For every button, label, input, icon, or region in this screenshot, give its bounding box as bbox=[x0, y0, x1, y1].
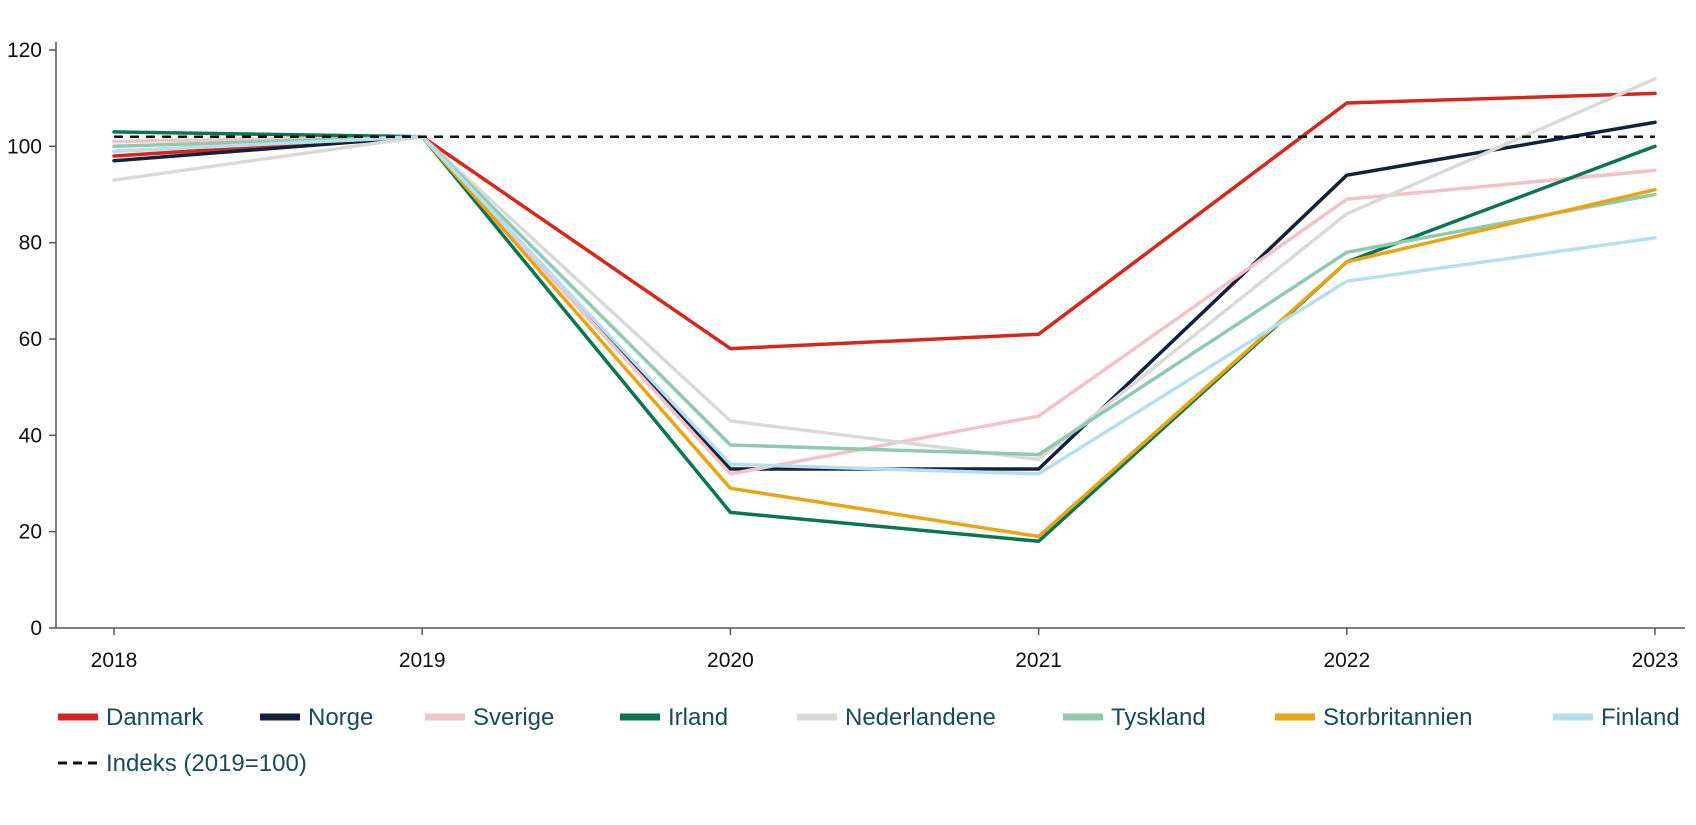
legend-label: Finland bbox=[1601, 704, 1680, 731]
axes: 0 20 40 60 80 100 120 2018 2019 2020 2021 2022 2023 bbox=[7, 39, 1685, 672]
legend-item-norge: Norge bbox=[260, 704, 373, 731]
legend-label: Nederlandene bbox=[845, 704, 996, 731]
legend-label: Irland bbox=[668, 704, 728, 731]
series-line-storbritannien bbox=[112, 134, 1657, 539]
series-line-norge bbox=[112, 120, 1657, 471]
y-tick-label: 0 bbox=[30, 617, 42, 640]
legend-item-finland: Finland bbox=[1553, 704, 1680, 731]
legend-item-indeks-2019-100: Indeks (2019=100) bbox=[58, 750, 307, 777]
legend-item-nederlandene: Nederlandene bbox=[797, 704, 996, 731]
legend-label: Sverige bbox=[473, 704, 554, 731]
x-tick-label: 2023 bbox=[1632, 649, 1679, 672]
legend-item-tyskland: Tyskland bbox=[1063, 704, 1206, 731]
y-tick-label: 120 bbox=[7, 39, 42, 62]
legend-item-storbritannien: Storbritannien bbox=[1275, 704, 1472, 731]
legend-label: Storbritannien bbox=[1323, 704, 1472, 731]
x-tick-label: 2022 bbox=[1323, 649, 1370, 672]
y-tick-label: 80 bbox=[19, 232, 42, 255]
y-tick-label: 40 bbox=[19, 424, 42, 447]
series-line-sverige bbox=[112, 134, 1657, 476]
legend-label: Danmark bbox=[106, 704, 204, 731]
x-tick-label: 2020 bbox=[707, 649, 754, 672]
series-line-finland bbox=[112, 134, 1657, 476]
legend-item-sverige: Sverige bbox=[425, 704, 554, 731]
series-line-tyskland bbox=[112, 134, 1657, 457]
legend: Danmark Norge Sverige Irland Nederlandene Tys… bbox=[58, 704, 1680, 777]
x-tick-label: 2021 bbox=[1015, 649, 1062, 672]
series-line-danmark bbox=[112, 91, 1657, 351]
legend-label: Tyskland bbox=[1111, 704, 1206, 731]
x-tick-label: 2019 bbox=[399, 649, 446, 672]
legend-label: Indeks (2019=100) bbox=[106, 750, 307, 777]
legend-item-irland: Irland bbox=[620, 704, 728, 731]
legend-label: Norge bbox=[308, 704, 373, 731]
series-line-nederlandene bbox=[112, 77, 1657, 462]
y-tick-label: 20 bbox=[19, 521, 42, 544]
x-tick-label: 2018 bbox=[91, 649, 138, 672]
y-tick-label: 60 bbox=[19, 328, 42, 351]
series-layer bbox=[112, 77, 1657, 544]
legend-item-danmark: Danmark bbox=[58, 704, 204, 731]
y-tick-label: 100 bbox=[7, 135, 42, 158]
